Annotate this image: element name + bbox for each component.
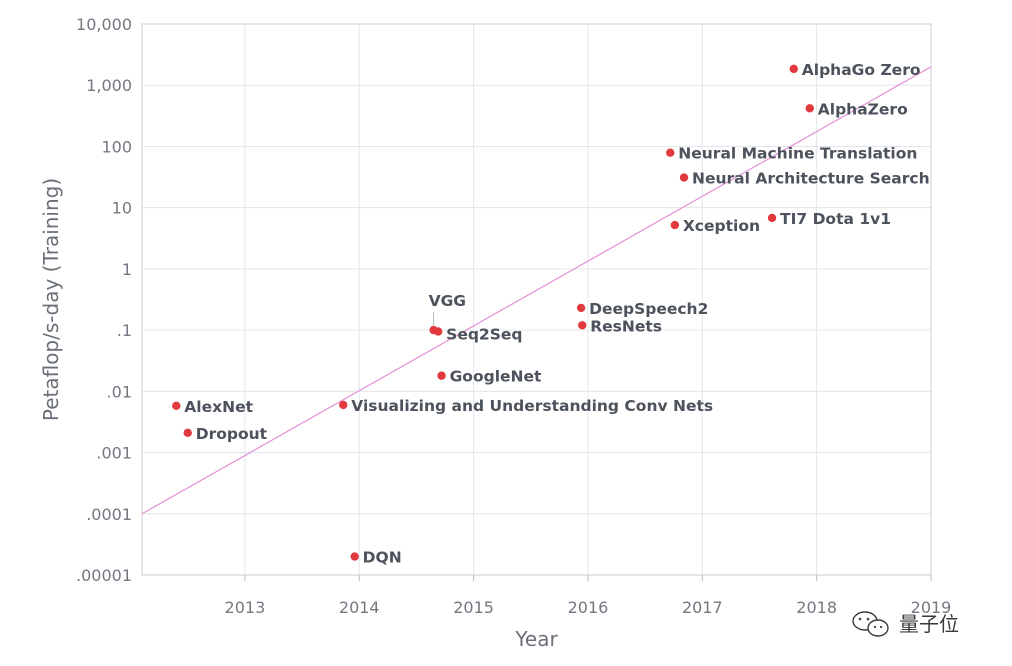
data-point-marker <box>578 321 587 330</box>
y-tick-label: .1 <box>117 321 132 340</box>
data-point-label: ResNets <box>590 317 662 335</box>
data-point: TI7 Dota 1v1 <box>767 210 891 228</box>
data-point-label: GoogleNet <box>450 368 542 386</box>
data-point: AlphaZero <box>805 100 908 118</box>
data-point: ResNets <box>578 317 662 335</box>
y-tick-label: 100 <box>101 137 132 156</box>
x-tick-label: 2019 <box>911 598 952 617</box>
trend-line <box>141 66 932 515</box>
data-points: AlexNet Dropout Visualizing and Understand… <box>172 61 930 567</box>
data-point-marker <box>666 148 675 157</box>
y-tick-label: .00001 <box>76 566 132 585</box>
y-tick-label: .0001 <box>86 505 132 524</box>
plot-frame <box>141 23 932 576</box>
data-point: DQN <box>350 549 402 567</box>
data-point-label: DeepSpeech2 <box>589 300 708 318</box>
data-point: Neural Machine Translation <box>666 145 917 163</box>
data-point-marker <box>183 428 192 438</box>
data-point: AlexNet <box>172 398 254 416</box>
data-point-label: Neural Machine Translation <box>678 145 917 163</box>
data-point-marker <box>670 220 680 230</box>
wechat-logo-icon <box>852 611 889 637</box>
data-point-label: AlexNet <box>184 398 253 416</box>
data-point: Neural Architecture Search <box>679 170 930 188</box>
x-axis-title: Year <box>514 627 558 651</box>
y-tick-label: 10 <box>112 199 132 218</box>
data-point: Seq2Seq <box>433 325 522 343</box>
data-point: Visualizing and Understanding Conv Nets <box>339 397 713 415</box>
data-point-label: DQN <box>363 549 402 567</box>
data-point-label: TI7 Dota 1v1 <box>780 210 891 228</box>
data-point-marker <box>350 552 359 561</box>
data-point-marker <box>339 400 348 410</box>
y-tick-label: .001 <box>96 444 132 463</box>
data-point: AlphaGo Zero <box>789 61 921 79</box>
data-point-label: VGG <box>429 292 466 310</box>
data-point-label: AlphaZero <box>818 100 908 118</box>
data-point-label: Dropout <box>196 425 268 443</box>
data-point-label: Visualizing and Understanding Conv Nets <box>351 397 713 415</box>
data-point-marker <box>679 173 689 182</box>
y-tick-label: .01 <box>107 382 132 401</box>
y-tick-labels: .00001 .0001 .001 .01 .1 1 10 100 1,000 10,000 <box>76 15 132 585</box>
y-tick-label: 10,000 <box>76 15 132 34</box>
x-tick-label: 2015 <box>453 598 494 617</box>
watermark-text: 量子位 <box>899 612 959 636</box>
x-tick-label: 2017 <box>682 598 723 617</box>
data-point-label: Seq2Seq <box>446 325 522 343</box>
x-tick-label: 2013 <box>225 598 266 617</box>
x-tick-label: 2018 <box>796 598 837 617</box>
data-point-label: AlphaGo Zero <box>802 61 921 79</box>
data-point: GoogleNet <box>437 368 542 386</box>
x-tick-label: 2016 <box>568 598 609 617</box>
x-tick-labels: 2013 2014 2015 2016 2017 2018 2019 <box>225 575 952 617</box>
data-point-marker <box>789 64 798 74</box>
grid-lines <box>142 23 932 576</box>
data-point-label: Xception <box>683 217 760 235</box>
data-point-marker <box>172 401 181 411</box>
data-point-marker <box>437 371 446 380</box>
data-point-marker <box>767 213 777 223</box>
watermark: 量子位 <box>852 611 959 637</box>
data-point: Xception <box>670 217 760 235</box>
x-tick-label: 2014 <box>339 598 380 617</box>
data-point: Dropout <box>183 425 268 443</box>
data-point-marker <box>805 104 814 113</box>
data-point-label: Neural Architecture Search <box>692 170 930 188</box>
y-tick-label: 1 <box>122 260 132 279</box>
y-tick-label: 1,000 <box>86 76 132 95</box>
data-point-marker <box>433 327 443 336</box>
data-point: DeepSpeech2 <box>576 300 708 318</box>
y-axis-title: Petaflop/s-day (Training) <box>39 178 63 421</box>
data-point-marker <box>576 303 586 313</box>
